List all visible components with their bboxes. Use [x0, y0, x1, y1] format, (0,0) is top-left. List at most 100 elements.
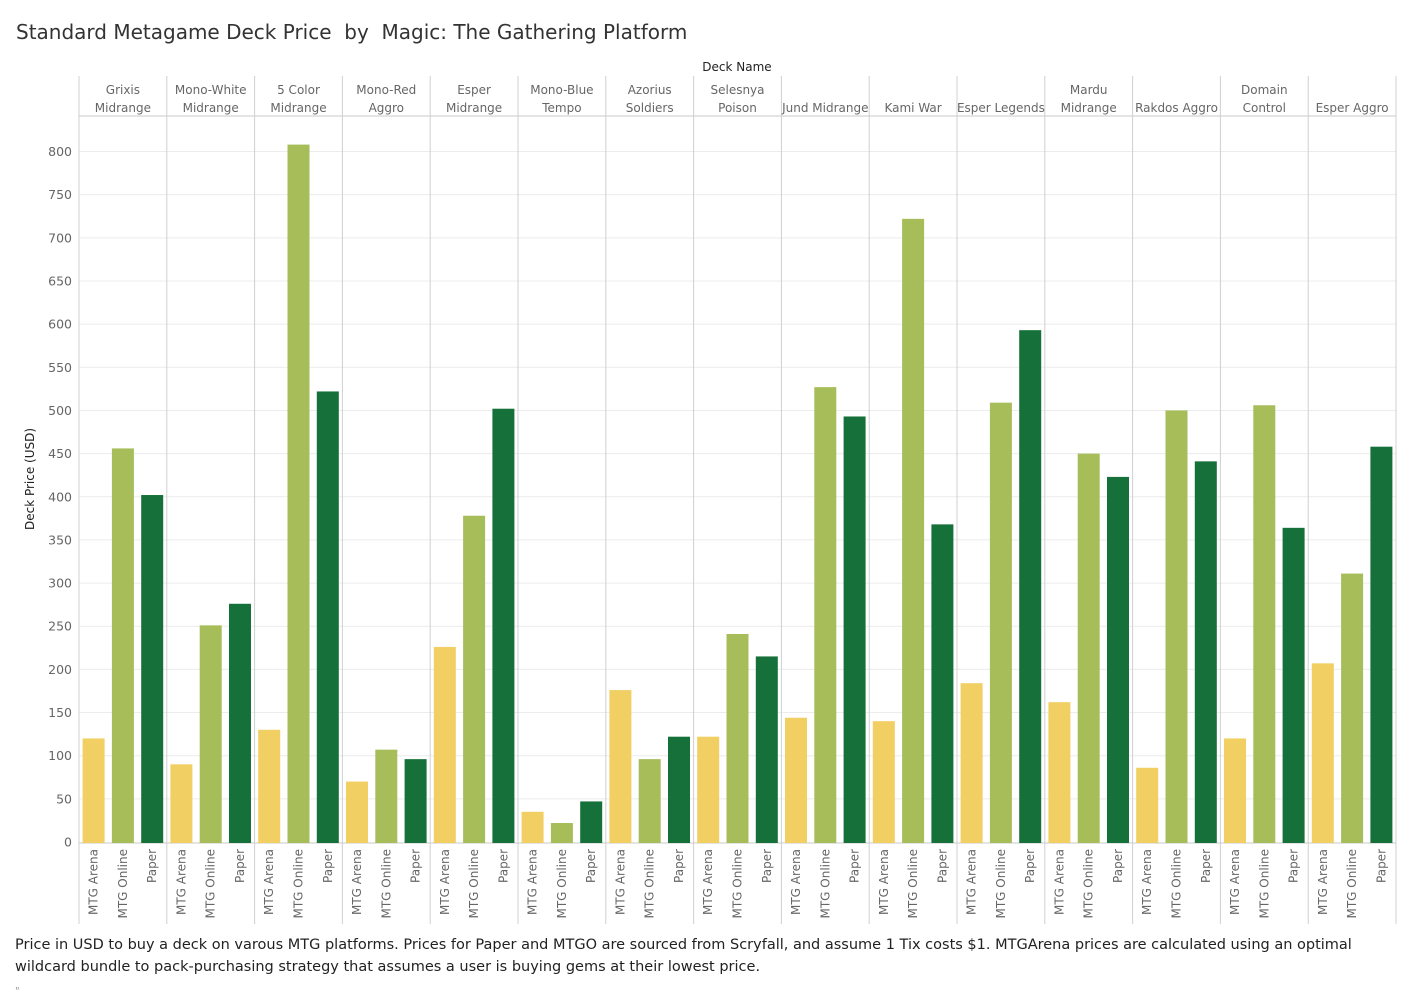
x-tick-label: MTG Online	[1257, 849, 1271, 919]
bar	[550, 823, 573, 843]
x-tick-label: Paper	[1023, 849, 1037, 883]
bar	[287, 144, 310, 844]
deck-name-label: Tempo	[541, 101, 581, 115]
bar	[82, 738, 105, 843]
x-tick-label: Paper	[760, 849, 774, 883]
x-tick-label: Paper	[496, 849, 510, 883]
y-tick-label: 750	[48, 187, 72, 202]
deck-name-label: Kami War	[884, 101, 941, 115]
x-tick-label: Paper	[935, 849, 949, 883]
deck-name-label: 5 Color	[277, 83, 320, 97]
bar	[404, 759, 427, 843]
y-tick-label: 350	[48, 532, 72, 547]
deck-name-label: Mardu	[1070, 83, 1108, 97]
y-tick-label: 300	[48, 576, 72, 591]
bar	[1048, 702, 1071, 843]
deck-name-label: Midrange	[95, 101, 151, 115]
deck-name-label: Soldiers	[626, 101, 674, 115]
x-tick-label: MTG Online	[1170, 849, 1184, 919]
bar	[697, 736, 720, 843]
y-tick-label: 800	[48, 144, 72, 159]
bar	[1311, 663, 1334, 843]
bar	[1165, 410, 1188, 843]
y-tick-label: 200	[48, 662, 72, 677]
bar	[492, 408, 515, 843]
bar	[346, 781, 368, 843]
bar	[960, 683, 983, 843]
y-tick-label: 550	[48, 360, 72, 375]
y-tick-label: 100	[48, 748, 72, 763]
bar	[1253, 405, 1276, 843]
deck-name-label: Selesnya	[710, 83, 764, 97]
deck-name-label: Poison	[718, 101, 757, 115]
deck-name-label: Esper Aggro	[1316, 101, 1389, 115]
bar	[668, 736, 690, 843]
bar	[170, 764, 193, 843]
bar	[463, 515, 486, 843]
bar	[258, 729, 281, 843]
x-tick-label: MTG Online	[731, 849, 745, 919]
bar	[814, 387, 837, 843]
x-tick-label: Paper	[321, 849, 335, 883]
deck-name-label: Mono-Blue	[530, 83, 593, 97]
bar	[111, 448, 134, 843]
deck-name-label: Mono-Red	[356, 83, 416, 97]
y-axis-label: Deck Price (USD)	[23, 428, 37, 530]
bar	[141, 495, 164, 843]
x-tick-label: MTG Arena	[701, 849, 715, 915]
bar	[902, 218, 925, 844]
bar	[843, 416, 866, 843]
bar	[1194, 461, 1217, 843]
bar	[521, 811, 544, 843]
bar	[726, 633, 749, 843]
bar	[229, 603, 251, 843]
x-tick-label: MTG Online	[818, 849, 832, 919]
deck-name-label: Esper Legends	[957, 101, 1045, 115]
bar	[1107, 476, 1129, 843]
deck-name-label: Aggro	[369, 101, 404, 115]
bar	[1077, 453, 1100, 843]
x-tick-label: MTG Online	[994, 849, 1008, 919]
bar	[872, 721, 895, 843]
chart-caption: Price in USD to buy a deck on varous MTG…	[15, 937, 1352, 975]
x-tick-label: Paper	[1374, 849, 1388, 883]
x-tick-label: MTG Online	[204, 849, 218, 919]
x-tick-label: Paper	[1111, 849, 1125, 883]
y-tick-label: 600	[48, 317, 72, 332]
x-tick-label: MTG Arena	[1052, 849, 1066, 915]
x-tick-label: MTG Online	[1082, 849, 1096, 919]
y-tick-label: 700	[48, 230, 72, 245]
x-tick-label: Paper	[584, 849, 598, 883]
bar	[1341, 573, 1364, 843]
x-tick-label: MTG Arena	[350, 849, 364, 915]
bar	[609, 690, 632, 843]
x-tick-label: MTG Arena	[877, 849, 891, 915]
y-tick-label: 50	[56, 791, 72, 806]
deck-name-label: Midrange	[183, 101, 239, 115]
bar	[433, 646, 456, 843]
bar	[1370, 446, 1393, 843]
deck-name-label: Control	[1243, 101, 1286, 115]
x-tick-label: Paper	[672, 849, 686, 883]
bar	[1019, 330, 1042, 843]
x-tick-label: Paper	[233, 849, 247, 883]
x-tick-label: Paper	[1199, 849, 1213, 883]
x-tick-label: Paper	[409, 849, 423, 883]
bar	[755, 656, 778, 843]
x-tick-label: MTG Online	[906, 849, 920, 919]
y-tick-label: 450	[48, 446, 72, 461]
deck-name-label: Midrange	[270, 101, 326, 115]
bar	[931, 524, 954, 843]
x-tick-label: MTG Online	[555, 849, 569, 919]
bar	[316, 391, 339, 843]
deck-name-label: Jund Midrange	[781, 101, 868, 115]
x-tick-label: MTG Arena	[965, 849, 979, 915]
x-tick-label: MTG Arena	[438, 849, 452, 915]
x-tick-label: Paper	[848, 849, 862, 883]
x-tick-label: Paper	[145, 849, 159, 883]
x-tick-label: MTG Arena	[1228, 849, 1242, 915]
bar	[989, 402, 1012, 843]
bar	[580, 801, 603, 843]
x-tick-label: MTG Online	[467, 849, 481, 919]
bar	[638, 759, 661, 843]
